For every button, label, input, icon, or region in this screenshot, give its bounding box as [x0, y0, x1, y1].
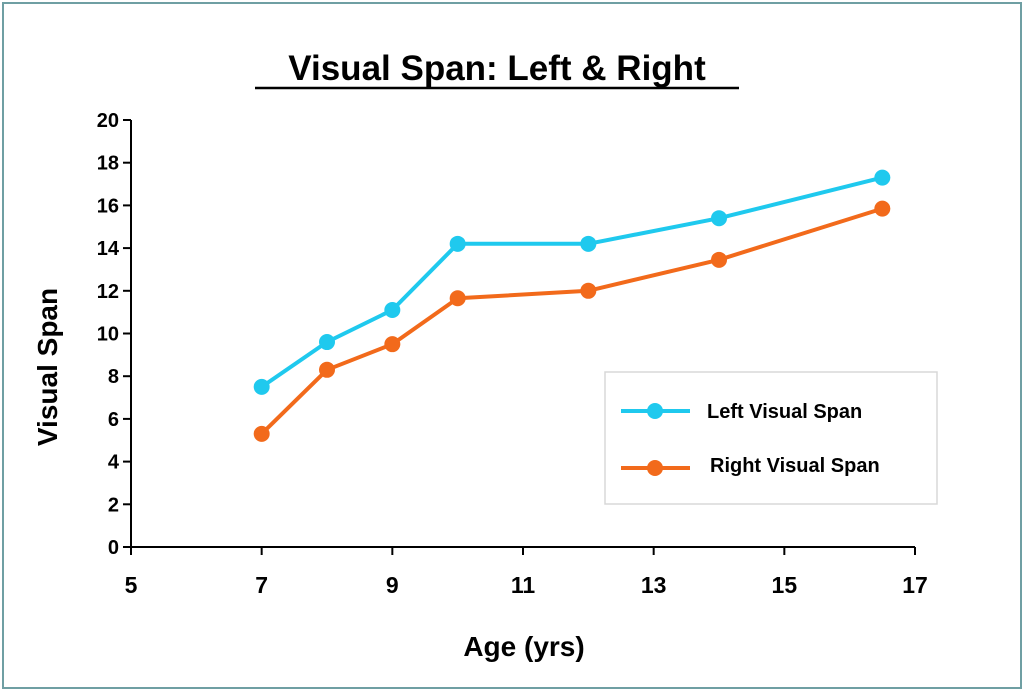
x-tick-label: 13	[641, 572, 667, 598]
data-point	[384, 336, 401, 353]
y-tick-label: 14	[97, 238, 120, 260]
x-tick-label: 5	[125, 572, 138, 598]
legend-label-left: Left Visual Span	[707, 401, 862, 423]
tick-labels: 0 2 4 6 8 10 12 14 16 18 20 5 7 9 11 13 15 17	[97, 110, 928, 598]
data-point	[580, 235, 597, 252]
legend: Left Visual Span Right Visual Span	[604, 371, 938, 505]
data-point	[711, 210, 727, 227]
y-tick-label: 10	[97, 324, 119, 346]
y-tick-label: 4	[108, 452, 120, 474]
data-point	[874, 169, 891, 186]
x-tick-label: 17	[902, 572, 928, 598]
x-tick-label: 9	[386, 572, 399, 598]
data-point	[319, 334, 335, 351]
y-tick-label: 12	[97, 281, 119, 303]
y-tick-label: 16	[97, 195, 119, 217]
series-line-0	[260, 175, 883, 389]
data-point	[580, 282, 597, 299]
y-tick-label: 2	[108, 494, 119, 516]
axes	[123, 119, 916, 555]
y-tick-label: 18	[97, 153, 119, 175]
data-point	[384, 302, 401, 319]
data-point	[874, 200, 891, 217]
data-point	[449, 290, 466, 307]
data-point	[711, 251, 727, 268]
data-point	[319, 361, 335, 378]
y-tick-label: 6	[108, 409, 119, 431]
y-tick-label: 20	[97, 110, 119, 132]
data-point	[449, 235, 466, 252]
series-layer	[253, 169, 891, 442]
x-tick-label: 15	[772, 572, 798, 598]
data-point	[253, 425, 270, 442]
legend-box	[604, 371, 938, 505]
chart-title: Visual Span: Left & Right	[288, 49, 706, 88]
x-tick-label: 11	[511, 572, 536, 598]
legend-label-right: Right Visual Span	[710, 455, 880, 477]
legend-marker-left	[647, 403, 663, 419]
y-axis-label: Visual Span	[32, 288, 63, 446]
x-tick-label: 7	[255, 572, 268, 598]
y-tick-label: 0	[108, 537, 119, 559]
legend-marker-right	[647, 460, 663, 476]
y-tick-label: 8	[108, 366, 119, 388]
x-axis-label: Age (yrs)	[463, 631, 584, 662]
data-point	[253, 378, 270, 395]
